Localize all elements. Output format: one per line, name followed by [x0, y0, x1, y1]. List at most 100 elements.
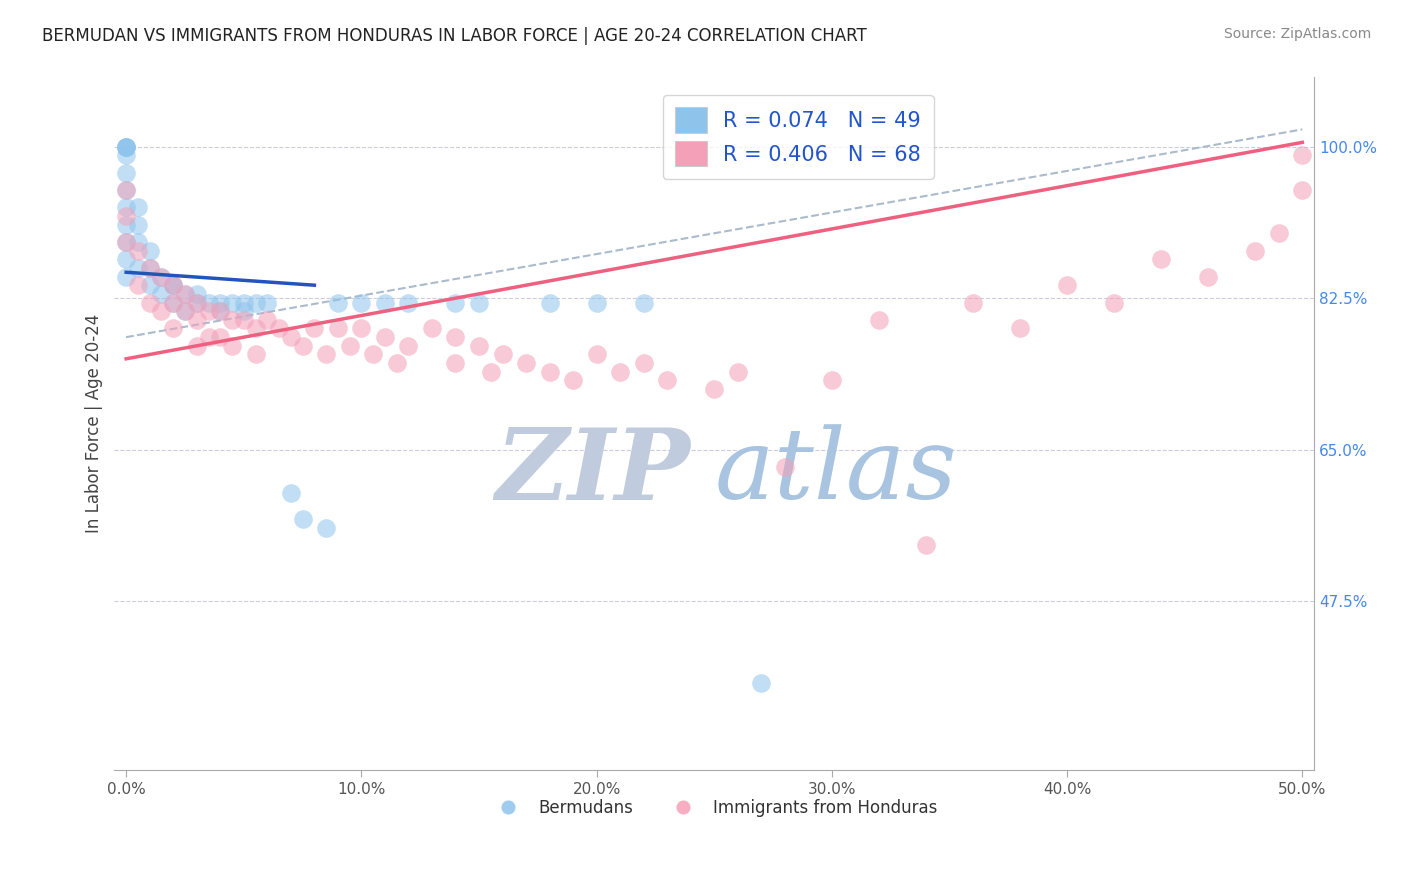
Point	[256, 295, 278, 310]
Point	[315, 347, 337, 361]
Point	[127, 244, 149, 258]
Point	[657, 373, 679, 387]
Point	[209, 330, 232, 344]
Point	[150, 269, 173, 284]
Point	[115, 139, 138, 153]
Point	[115, 183, 138, 197]
Point	[585, 295, 607, 310]
Point	[221, 313, 243, 327]
Point	[162, 278, 184, 293]
Point	[209, 295, 232, 310]
Point	[1008, 321, 1031, 335]
Point	[186, 286, 208, 301]
Point	[174, 304, 197, 318]
Point	[491, 347, 513, 361]
Point	[245, 347, 267, 361]
Point	[138, 244, 160, 258]
Point	[138, 278, 160, 293]
Point	[1268, 227, 1291, 241]
Point	[115, 139, 138, 153]
Point	[385, 356, 408, 370]
Point	[1244, 244, 1267, 258]
Point	[209, 304, 232, 318]
Point	[115, 252, 138, 267]
Point	[115, 200, 138, 214]
Text: atlas: atlas	[714, 425, 957, 520]
Point	[420, 321, 443, 335]
Point	[350, 295, 373, 310]
Point	[515, 356, 537, 370]
Point	[115, 269, 138, 284]
Point	[232, 295, 254, 310]
Point	[186, 339, 208, 353]
Point	[115, 148, 138, 162]
Point	[633, 356, 655, 370]
Point	[221, 339, 243, 353]
Point	[209, 304, 232, 318]
Point	[468, 339, 491, 353]
Point	[326, 295, 349, 310]
Point	[127, 260, 149, 275]
Point	[115, 183, 138, 197]
Point	[150, 269, 173, 284]
Point	[444, 295, 467, 310]
Point	[291, 339, 314, 353]
Point	[127, 200, 149, 214]
Point	[609, 365, 631, 379]
Point	[138, 260, 160, 275]
Point	[162, 278, 184, 293]
Point	[232, 304, 254, 318]
Point	[162, 321, 184, 335]
Point	[115, 235, 138, 249]
Point	[1291, 148, 1313, 162]
Point	[127, 278, 149, 293]
Point	[727, 365, 749, 379]
Point	[245, 295, 267, 310]
Point	[150, 304, 173, 318]
Legend: Bermudans, Immigrants from Honduras: Bermudans, Immigrants from Honduras	[485, 793, 943, 824]
Point	[562, 373, 585, 387]
Point	[115, 139, 138, 153]
Point	[138, 260, 160, 275]
Text: Source: ZipAtlas.com: Source: ZipAtlas.com	[1223, 27, 1371, 41]
Point	[174, 286, 197, 301]
Point	[749, 676, 772, 690]
Point	[821, 373, 844, 387]
Point	[398, 339, 420, 353]
Y-axis label: In Labor Force | Age 20-24: In Labor Force | Age 20-24	[86, 314, 103, 533]
Point	[115, 166, 138, 180]
Point	[127, 235, 149, 249]
Point	[304, 321, 326, 335]
Point	[115, 139, 138, 153]
Point	[221, 295, 243, 310]
Point	[633, 295, 655, 310]
Point	[197, 330, 219, 344]
Point	[186, 313, 208, 327]
Point	[232, 313, 254, 327]
Point	[162, 295, 184, 310]
Point	[115, 209, 138, 223]
Point	[468, 295, 491, 310]
Point	[361, 347, 384, 361]
Point	[444, 356, 467, 370]
Point	[174, 286, 197, 301]
Point	[339, 339, 361, 353]
Point	[245, 321, 267, 335]
Point	[868, 313, 890, 327]
Point	[162, 295, 184, 310]
Point	[115, 235, 138, 249]
Point	[538, 295, 561, 310]
Point	[962, 295, 984, 310]
Point	[585, 347, 607, 361]
Point	[186, 295, 208, 310]
Point	[150, 286, 173, 301]
Text: BERMUDAN VS IMMIGRANTS FROM HONDURAS IN LABOR FORCE | AGE 20-24 CORRELATION CHAR: BERMUDAN VS IMMIGRANTS FROM HONDURAS IN …	[42, 27, 868, 45]
Point	[374, 295, 396, 310]
Point	[174, 304, 197, 318]
Point	[1291, 183, 1313, 197]
Point	[291, 512, 314, 526]
Point	[326, 321, 349, 335]
Point	[256, 313, 278, 327]
Point	[398, 295, 420, 310]
Point	[197, 295, 219, 310]
